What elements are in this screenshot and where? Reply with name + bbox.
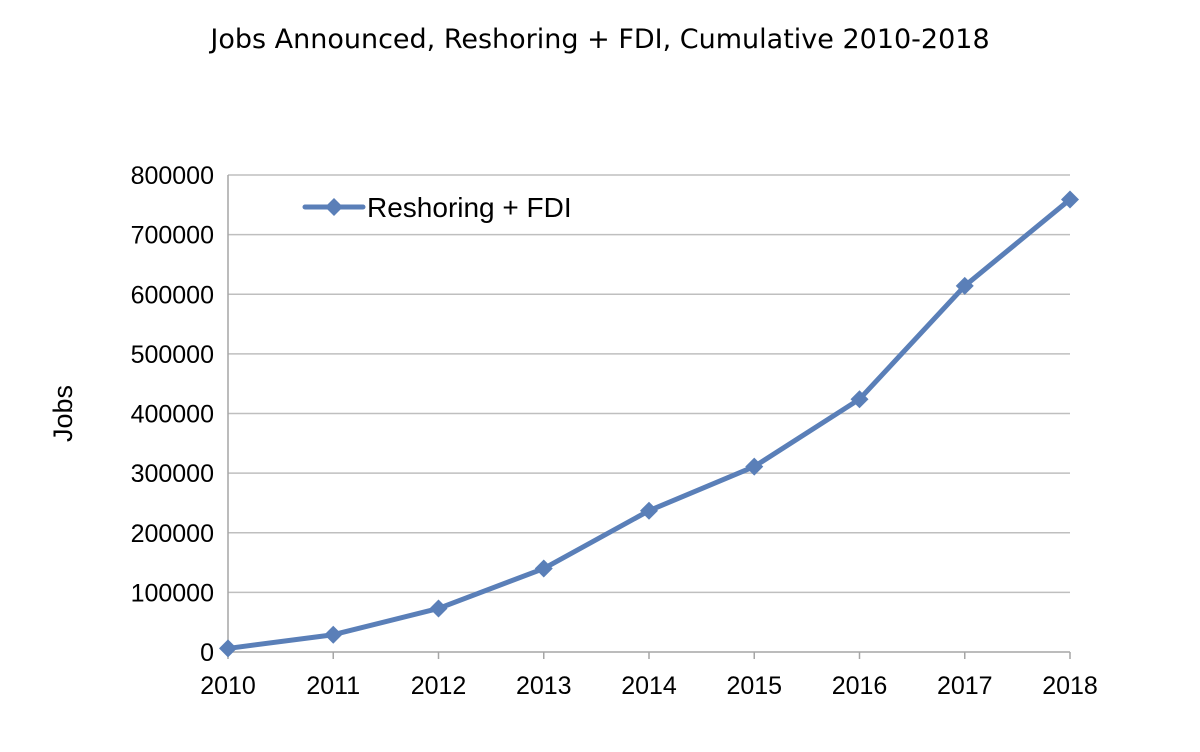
data-point <box>429 599 448 618</box>
data-point <box>955 276 974 295</box>
y-tick-label: 300000 <box>131 460 214 488</box>
data-point <box>324 625 343 644</box>
series <box>219 190 1079 658</box>
legend: Reshoring + FDI <box>302 192 572 223</box>
series-line <box>225 196 1073 651</box>
y-tick-label: 400000 <box>131 401 214 429</box>
y-tick-labels: 0 100000 200000 300000 400000 500000 600000 700… <box>131 162 214 667</box>
y-tick-label: 500000 <box>131 341 214 369</box>
y-tick-label: 100000 <box>131 579 214 607</box>
y-tick-label: 600000 <box>131 281 214 309</box>
axes <box>227 175 1071 659</box>
x-tick-label: 2010 <box>200 672 256 700</box>
data-point <box>745 457 764 476</box>
data-point <box>219 639 237 658</box>
x-tick-labels: 2010 2011 2012 2013 2014 2015 2016 2017 2018 <box>200 672 1098 700</box>
legend-marker <box>325 198 343 216</box>
x-tick-label: 2017 <box>937 672 993 700</box>
data-point <box>640 501 658 520</box>
legend-label: Reshoring + FDI <box>367 192 572 223</box>
x-tick-label: 2013 <box>516 672 572 700</box>
data-point <box>1061 190 1079 209</box>
y-axis-title: Jobs <box>48 385 78 442</box>
y-tick-label: 200000 <box>131 520 214 548</box>
y-tick-label: 800000 <box>131 162 214 190</box>
y-tick-label: 0 <box>200 639 214 667</box>
x-tick-label: 2014 <box>621 672 677 700</box>
chart-title: Jobs Announced, Reshoring + FDI, Cumulat… <box>210 24 990 55</box>
gridlines <box>228 174 1070 594</box>
data-point <box>534 559 553 578</box>
x-tick-label: 2016 <box>832 672 888 700</box>
data-point <box>850 390 869 409</box>
x-tick-label: 2012 <box>411 672 467 700</box>
y-tick-label: 700000 <box>131 222 214 250</box>
x-tick-label: 2015 <box>726 672 782 700</box>
x-tick-label: 2011 <box>306 672 360 700</box>
x-tick-label: 2018 <box>1042 672 1098 700</box>
